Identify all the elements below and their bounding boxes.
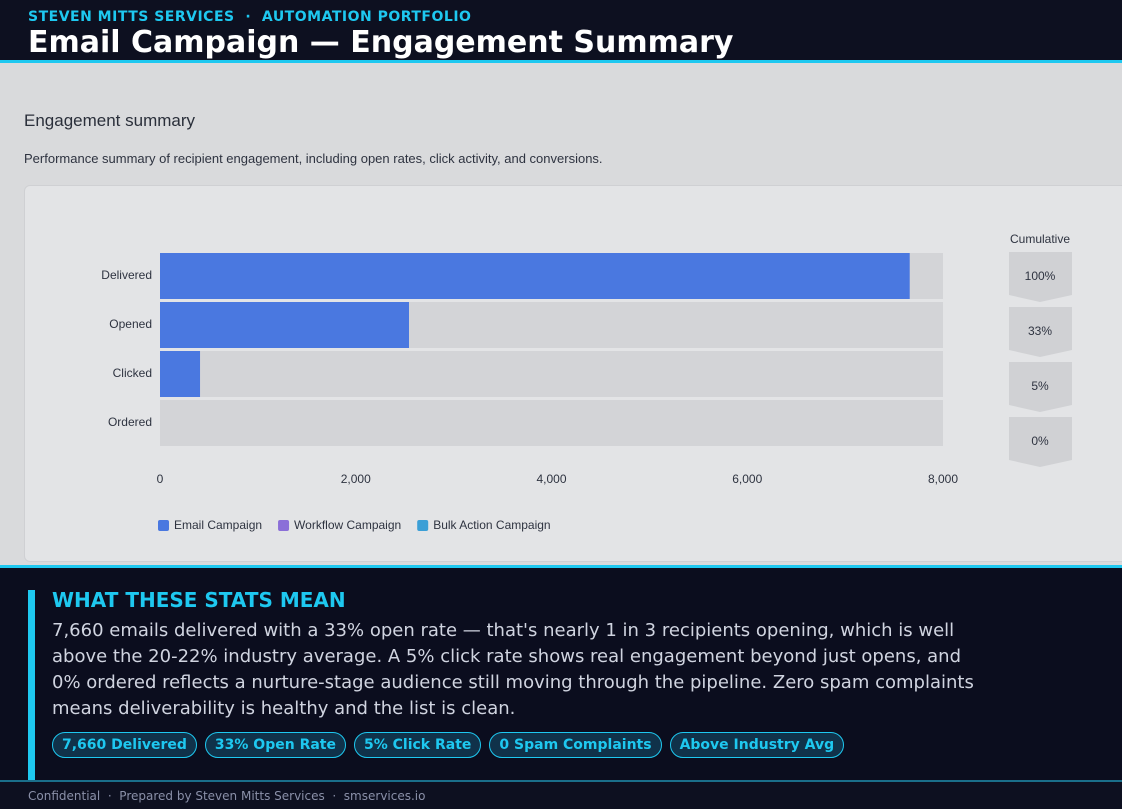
legend-swatch bbox=[417, 520, 429, 531]
explanation-title: WHAT THESE STATS MEAN bbox=[52, 588, 346, 612]
bar-track bbox=[160, 351, 943, 397]
accent-bar bbox=[28, 590, 35, 780]
x-tick-label: 4,000 bbox=[536, 472, 566, 486]
explanation-text: 7,660 emails delivered with a 33% open r… bbox=[52, 620, 974, 719]
stat-pill: 5% Click Rate bbox=[353, 732, 482, 758]
legend-label: Bulk Action Campaign bbox=[433, 518, 550, 532]
section-title: Engagement summary bbox=[24, 111, 196, 130]
footer-text: Confidential · Prepared by Steven Mitts … bbox=[28, 789, 426, 803]
cumulative-badge bbox=[1009, 307, 1072, 357]
cumulative-label: 33% bbox=[1028, 324, 1052, 338]
x-tick-label: 0 bbox=[157, 472, 164, 486]
legend-label: Workflow Campaign bbox=[294, 518, 401, 532]
stat-pill: 7,660 Delivered bbox=[52, 732, 197, 758]
cumulative-label: 0% bbox=[1031, 434, 1049, 448]
cumulative-badge bbox=[1009, 417, 1072, 467]
bar-track bbox=[160, 400, 943, 446]
y-tick-label: Delivered bbox=[101, 268, 152, 282]
y-tick-label: Opened bbox=[109, 317, 152, 331]
stat-pill: Above Industry Avg bbox=[669, 732, 845, 758]
cumulative-label: 100% bbox=[1025, 269, 1056, 283]
pills: 7,660 Delivered 33% Open Rate 5% Click Rat… bbox=[52, 732, 845, 758]
header: STEVEN MITTS SERVICES · AUTOMATION PORTF… bbox=[0, 0, 1122, 63]
bar bbox=[160, 351, 201, 397]
page-title: Email Campaign — Engagement Summary bbox=[28, 25, 734, 60]
cumulative-label: 5% bbox=[1031, 379, 1049, 393]
stat-pill: 33% Open Rate bbox=[204, 732, 346, 758]
bar bbox=[160, 253, 910, 299]
x-tick-label: 8,000 bbox=[928, 472, 958, 486]
legend-label: Email Campaign bbox=[174, 518, 262, 532]
kicker: STEVEN MITTS SERVICES · AUTOMATION PORTF… bbox=[28, 9, 472, 25]
legend-swatch bbox=[278, 520, 290, 531]
x-tick-label: 2,000 bbox=[341, 472, 371, 486]
legend-swatch bbox=[158, 520, 169, 531]
cumulative-badge bbox=[1009, 362, 1072, 412]
cumulative-badge bbox=[1009, 252, 1072, 302]
explanation-panel: WHAT THESE STATS MEAN 7,660 emails deliv… bbox=[0, 565, 1122, 781]
cumulative-title: Cumulative bbox=[1010, 232, 1070, 246]
bar bbox=[160, 302, 409, 348]
x-tick-label: 6,000 bbox=[732, 472, 762, 486]
y-tick-label: Clicked bbox=[113, 366, 152, 380]
section-description: Performance summary of recipient engagem… bbox=[24, 151, 603, 166]
stat-pill: 0 Spam Complaints bbox=[489, 732, 662, 758]
y-tick-label: Ordered bbox=[108, 415, 152, 429]
footer: Confidential · Prepared by Steven Mitts … bbox=[0, 780, 1122, 809]
